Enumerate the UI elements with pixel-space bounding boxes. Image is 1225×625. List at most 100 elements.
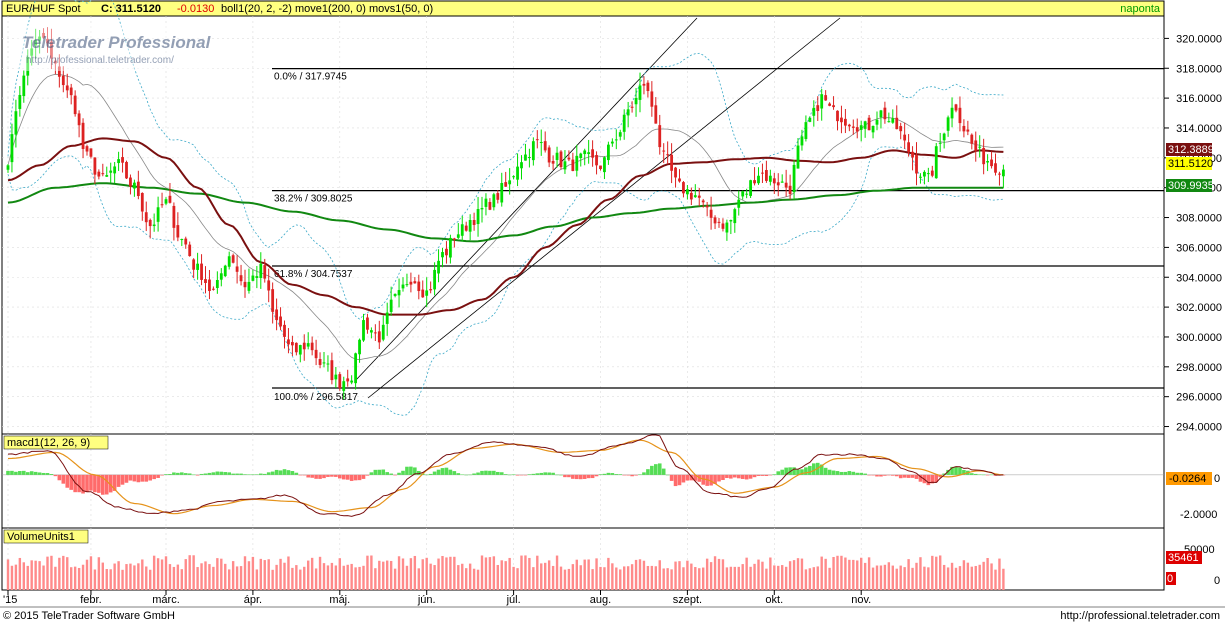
macd-histogram-bar <box>792 467 796 475</box>
volume-bar <box>942 564 946 590</box>
macd-histogram-bar <box>357 474 362 481</box>
candle-body <box>535 139 539 141</box>
candle-body <box>314 349 318 359</box>
volume-bar <box>220 558 223 590</box>
macd-histogram-bar <box>879 474 883 477</box>
candle-body <box>140 192 144 212</box>
macd-histogram-bar <box>73 474 77 493</box>
volume-bar <box>318 556 322 590</box>
candle-body <box>267 280 271 291</box>
macd-line <box>7 434 1004 517</box>
macd-histogram-bar <box>618 474 623 475</box>
volume-tag-text: 35461 <box>1168 552 1199 564</box>
volume-bar <box>978 564 981 590</box>
macd-histogram-bar <box>286 470 291 475</box>
candle-body <box>792 164 796 193</box>
candle-body <box>152 224 156 227</box>
candle-body <box>164 199 168 204</box>
volume-bar <box>579 565 582 590</box>
volume-bar <box>476 569 480 590</box>
volume-bar <box>816 566 819 590</box>
macd-histogram-bar <box>630 474 634 477</box>
macd-histogram-bar <box>602 473 607 475</box>
volume-bar <box>437 558 440 590</box>
macd-histogram-bar <box>93 474 97 493</box>
ma50-tag <box>1166 179 1212 192</box>
candle-body <box>646 82 650 92</box>
macd-histogram-bar <box>239 473 243 475</box>
macd-histogram-bar <box>310 474 314 478</box>
volume-bar <box>184 559 187 590</box>
macd-histogram-bar <box>705 474 709 486</box>
macd-histogram-bar <box>768 474 773 476</box>
volume-bar <box>619 569 622 590</box>
candle-body <box>429 289 433 291</box>
candle-body <box>891 118 895 123</box>
volume-bar <box>484 557 488 590</box>
candle-body <box>97 171 101 177</box>
volume-bar <box>524 555 527 590</box>
candle-body <box>887 121 891 123</box>
volume-bar <box>559 566 563 590</box>
candle-body <box>6 165 10 170</box>
candle-body <box>654 105 658 124</box>
volume-bars <box>6 555 1005 590</box>
volume-bar <box>370 555 373 590</box>
candle-body <box>42 32 45 38</box>
candle-body <box>745 193 749 195</box>
volume-bar <box>156 558 160 590</box>
candle-body <box>38 36 41 41</box>
volume-bar <box>26 565 29 590</box>
candle-body <box>729 220 733 222</box>
volume-title-box <box>3 529 89 544</box>
footer-url[interactable]: http://professional.teletrader.com <box>1060 610 1220 622</box>
volume-bar <box>721 559 725 590</box>
candle-body <box>46 38 49 44</box>
volume-bar <box>982 561 985 590</box>
macd-histogram-bar <box>10 470 14 475</box>
candle-body <box>662 150 666 152</box>
macd-histogram-bar <box>622 474 626 476</box>
candle-body <box>302 342 306 350</box>
candle-body <box>713 217 717 224</box>
volume-bar <box>840 555 843 590</box>
volume-bar <box>994 569 997 590</box>
candle-body <box>129 177 132 187</box>
macd-histogram-bar <box>914 474 919 479</box>
macd-histogram-bar <box>721 474 725 481</box>
volume-bar <box>255 569 259 590</box>
macd-histogram-bar <box>926 474 931 486</box>
volume-bar <box>694 567 697 590</box>
candle-body <box>990 159 993 167</box>
candle-body <box>768 175 772 182</box>
candle-body <box>634 97 638 105</box>
candle-body <box>575 155 579 171</box>
bollinger-upper <box>7 0 1004 320</box>
volume-bar <box>247 561 251 590</box>
volume-bar <box>145 566 148 590</box>
close-value: C: 311.5120 <box>101 3 161 15</box>
candle-body <box>496 193 500 200</box>
volume-bar <box>172 566 176 590</box>
logo-url: http://professional.teletrader.com/ <box>26 55 174 66</box>
macd-histogram-bar <box>318 474 322 479</box>
macd-histogram-bar <box>669 474 674 481</box>
candle-body <box>464 225 468 231</box>
candle-body <box>765 170 768 181</box>
volume-bar <box>954 567 958 590</box>
volume-bar <box>879 565 883 590</box>
volume-bar <box>180 569 183 590</box>
macd-histogram-bar <box>527 474 532 475</box>
macd-histogram-bar <box>559 474 563 476</box>
month-label: ápr. <box>244 594 262 606</box>
month-label: júl. <box>506 594 521 606</box>
candle-body <box>788 185 792 195</box>
macd-histogram-bar <box>590 474 595 479</box>
macd-histogram-bar <box>302 474 307 476</box>
price-tick-label: 314.0000 <box>1176 123 1222 135</box>
volume-bar <box>974 565 977 590</box>
ma50-tag-text: 309.9935 <box>1168 180 1214 192</box>
macd-histogram-bar <box>764 474 769 476</box>
candle-body <box>851 126 855 128</box>
last-price-tag-text: 311.5120 <box>1168 158 1213 170</box>
